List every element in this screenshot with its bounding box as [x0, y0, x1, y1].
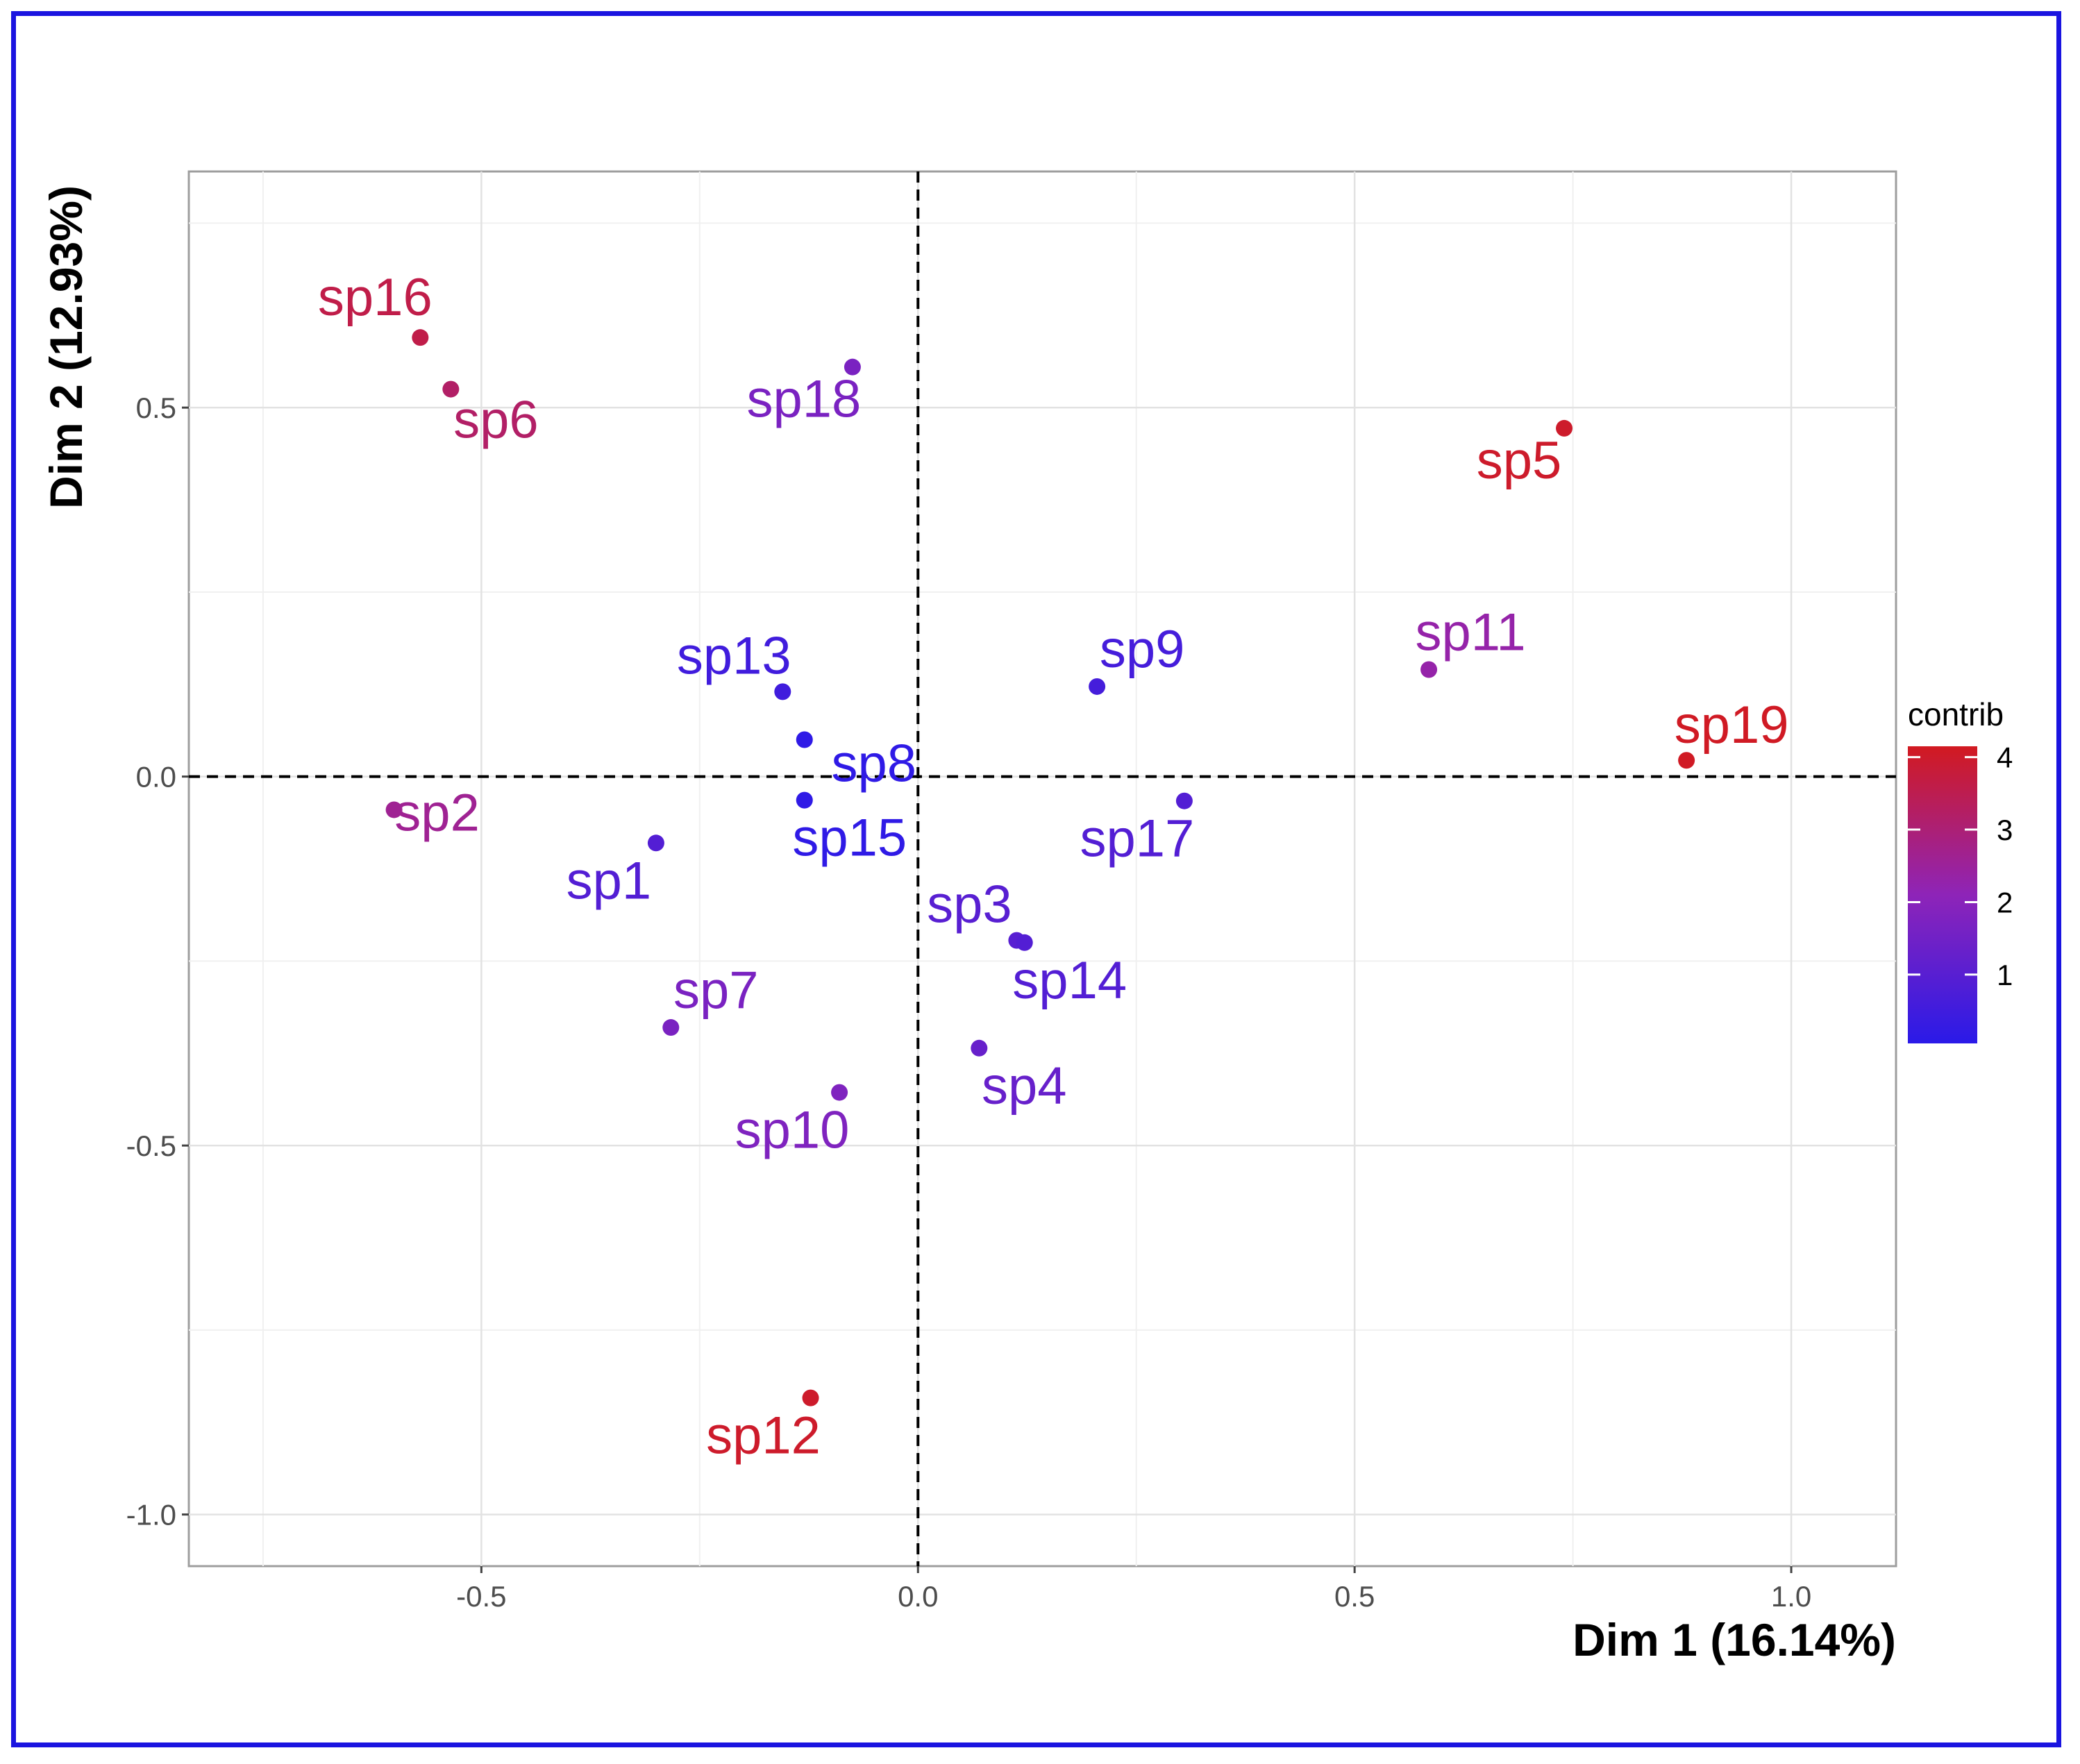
point-label-sp6: sp6	[453, 391, 539, 450]
point-label-sp5: sp5	[1477, 431, 1562, 490]
x-tick-label: 1.0	[1771, 1580, 1811, 1613]
y-axis-title: Dim 2 (12.93%)	[40, 185, 92, 509]
point-label-sp13: sp13	[677, 626, 791, 685]
point-sp17	[1175, 792, 1193, 809]
x-axis-ticks: -0.5 0.0 0.5 1.0	[456, 1566, 1811, 1613]
legend-tick-label: 3	[1997, 814, 2013, 846]
x-tick-label: 0.0	[898, 1580, 938, 1613]
grid-major	[189, 171, 1896, 1566]
point-label-sp15: sp15	[792, 809, 907, 868]
point-label-sp17: sp17	[1080, 809, 1194, 868]
point-sp8	[796, 731, 813, 748]
point-label-sp18: sp18	[747, 370, 862, 429]
point-label-sp12: sp12	[706, 1406, 821, 1465]
legend-colorbar	[1908, 746, 1977, 1043]
point-label-sp9: sp9	[1100, 620, 1185, 679]
point-sp15	[796, 791, 813, 809]
point-sp6	[442, 380, 460, 398]
point-sp18	[844, 358, 861, 376]
x-tick-label: 0.5	[1334, 1580, 1375, 1613]
point-label-sp14: sp14	[1012, 951, 1127, 1010]
y-tick-label: 0.0	[136, 761, 176, 793]
data-points	[385, 329, 1695, 1406]
point-sp7	[662, 1019, 680, 1036]
reference-lines	[189, 171, 1896, 1566]
point-sp1	[647, 834, 664, 852]
x-tick-label: -0.5	[456, 1580, 506, 1613]
y-axis-ticks: 0.5 0.0 -0.5 -1.0	[126, 392, 189, 1531]
grid-minor	[189, 171, 1896, 1566]
point-label-sp19: sp19	[1675, 696, 1789, 755]
point-label-sp3: sp3	[927, 875, 1012, 934]
color-legend: contrib 1 2 3 4	[1908, 696, 2013, 1043]
y-tick-label: 0.5	[136, 392, 176, 424]
legend-title: contrib	[1908, 696, 2004, 732]
point-label-sp4: sp4	[982, 1057, 1067, 1116]
legend-ticks: 1 2 3 4	[1908, 741, 2013, 991]
point-label-sp10: sp10	[735, 1101, 850, 1160]
point-sp16	[412, 329, 429, 346]
point-sp11	[1420, 661, 1438, 678]
point-label-sp11: sp11	[1415, 603, 1525, 662]
point-sp12	[802, 1389, 819, 1406]
point-sp2	[385, 801, 403, 818]
point-sp9	[1089, 678, 1106, 695]
point-label-sp16: sp16	[318, 268, 433, 327]
point-sp10	[831, 1084, 848, 1101]
point-sp5	[1556, 419, 1573, 437]
point-sp4	[971, 1039, 988, 1057]
legend-tick-label: 2	[1997, 886, 2013, 918]
plot-panel	[187, 170, 1897, 1568]
legend-tick-label: 4	[1997, 741, 2013, 774]
legend-tick-label: 1	[1997, 959, 2013, 991]
y-tick-label: -1.0	[126, 1499, 176, 1531]
point-labels: sp16 sp6 sp18 sp5 sp13 sp9 sp11 sp19 sp8 sp2 sp15 s…	[318, 268, 1789, 1465]
point-sp14	[1016, 934, 1033, 951]
y-tick-label: -0.5	[126, 1129, 176, 1162]
point-label-sp7: sp7	[673, 961, 759, 1020]
x-axis-title: Dim 1 (16.14%)	[1572, 1614, 1896, 1665]
point-sp13	[774, 683, 791, 700]
point-label-sp1: sp1	[567, 851, 652, 910]
point-label-sp8: sp8	[831, 734, 916, 793]
point-label-sp2: sp2	[394, 783, 480, 842]
point-sp19	[1678, 752, 1695, 769]
